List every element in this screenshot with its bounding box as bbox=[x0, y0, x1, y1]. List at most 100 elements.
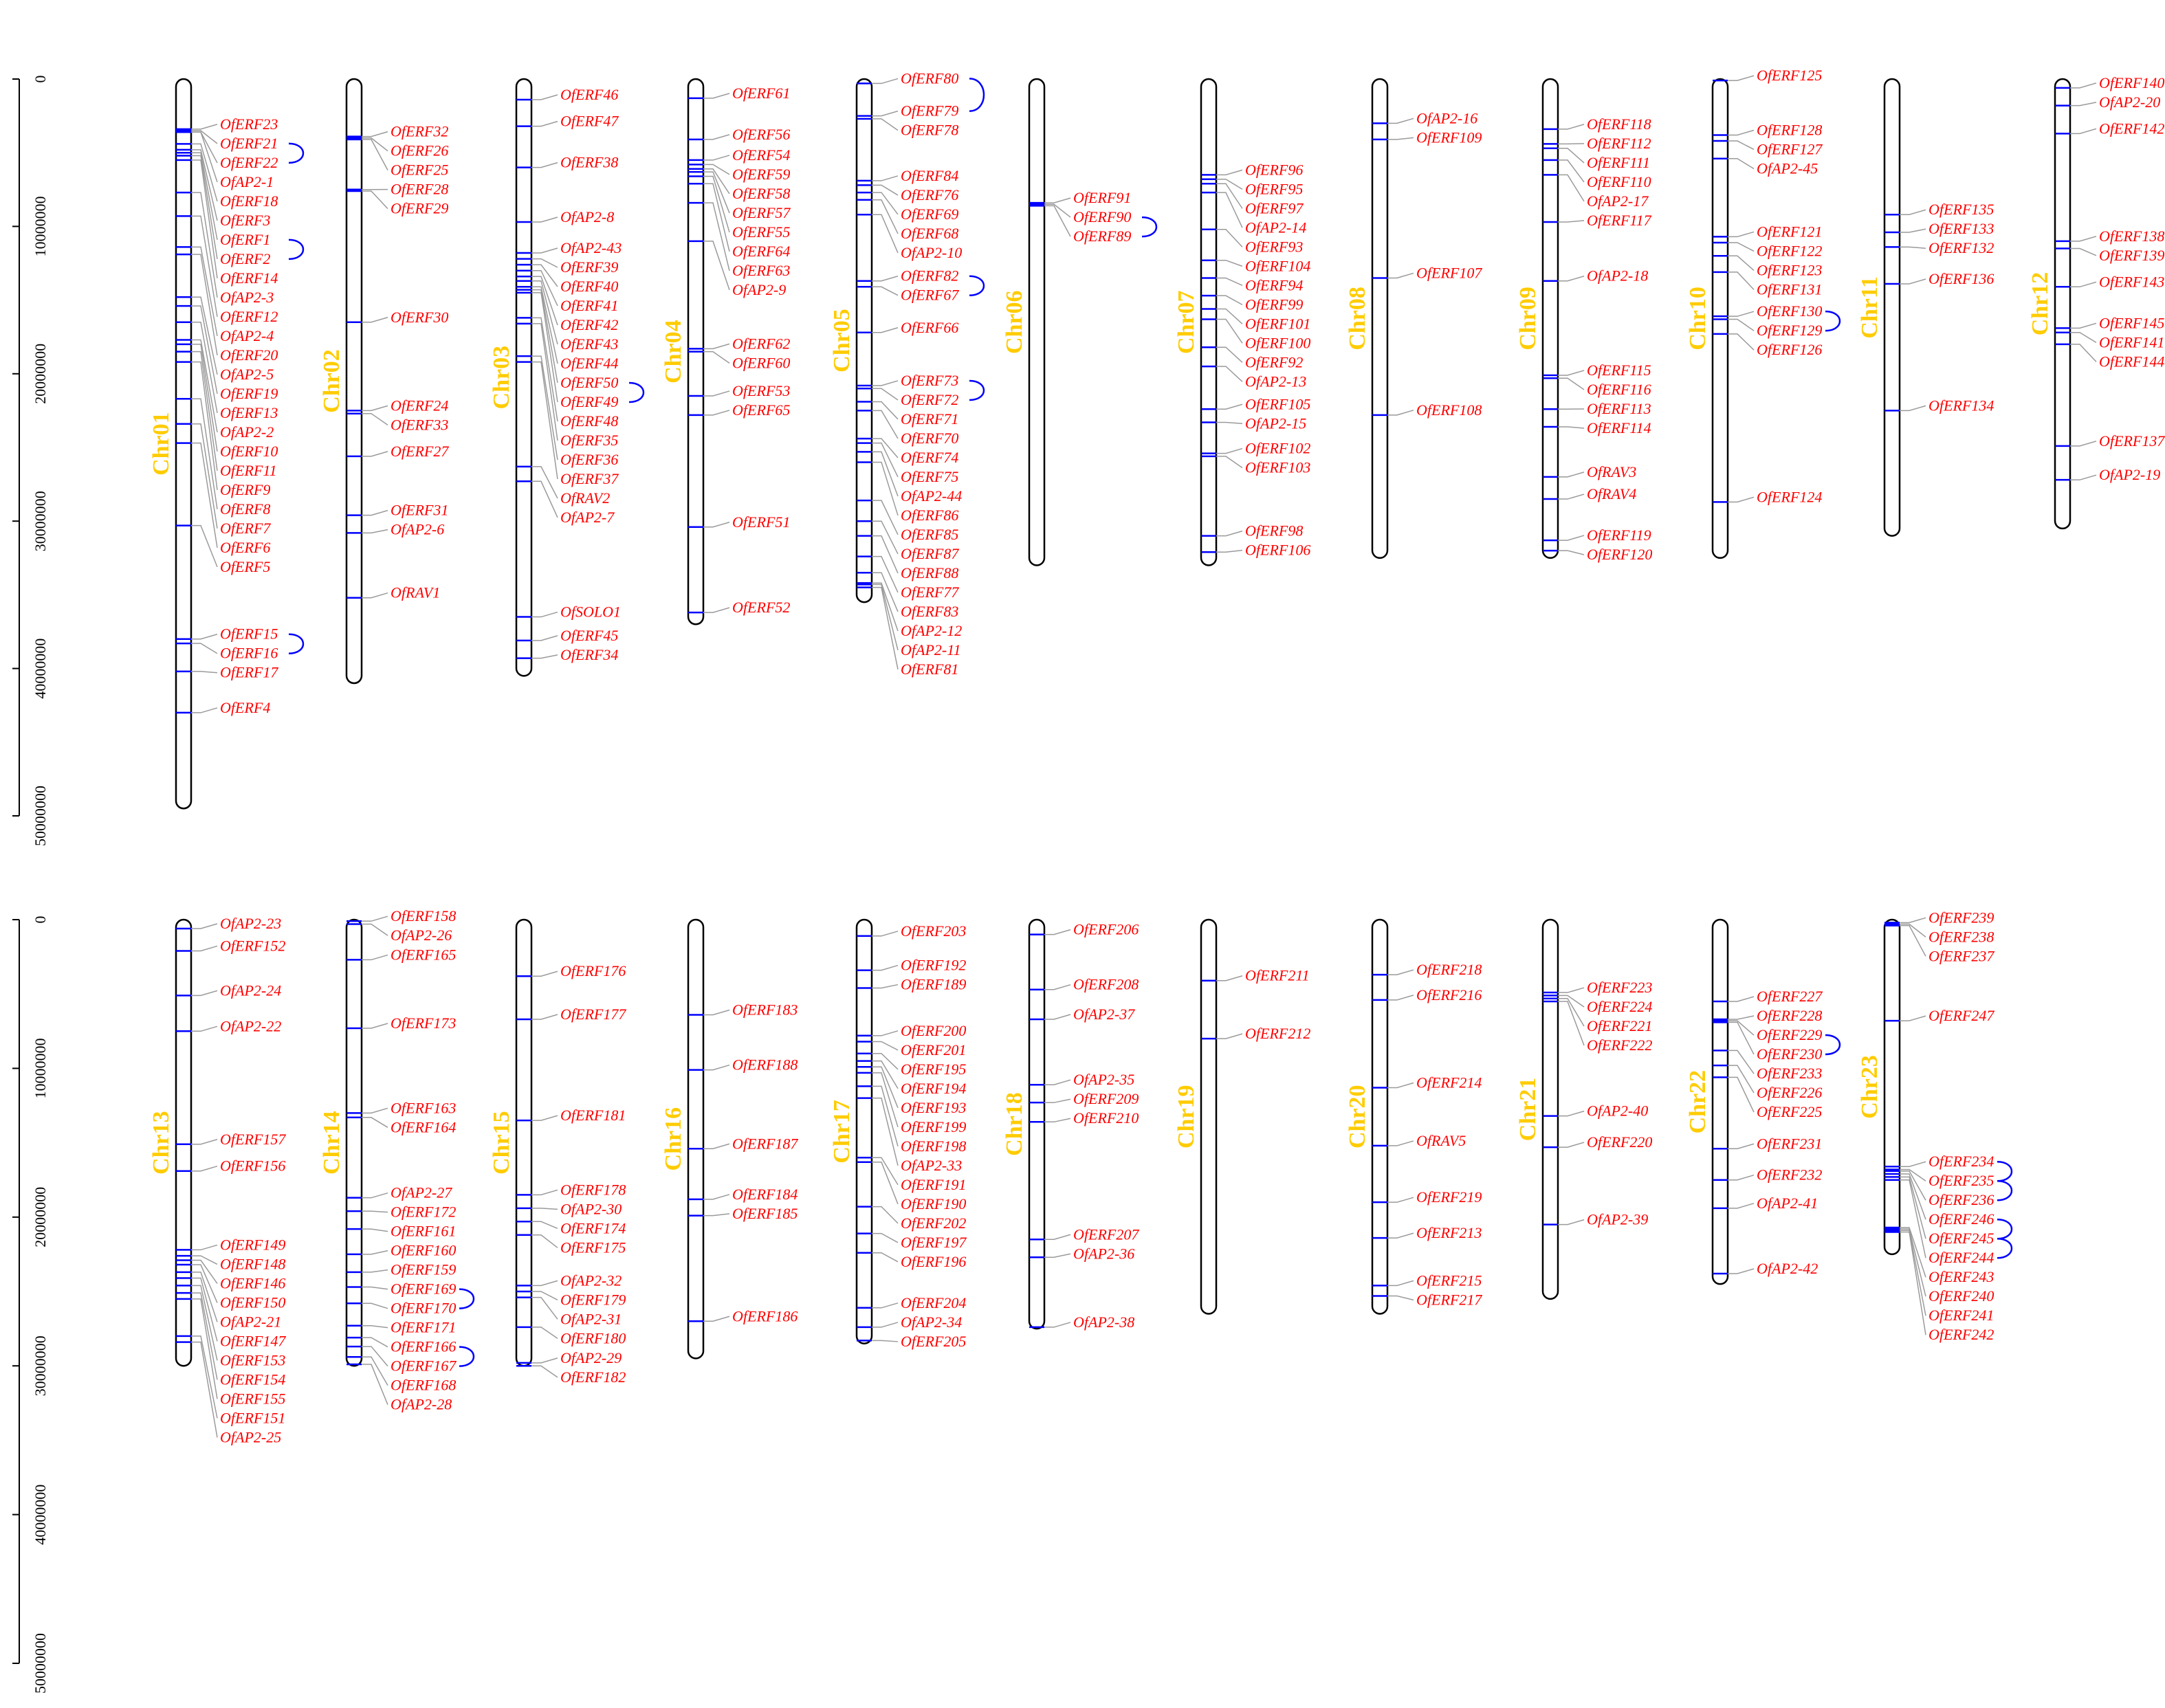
gene-label: OfERF144 bbox=[2099, 353, 2164, 370]
gene-connector bbox=[531, 1115, 558, 1121]
gene-connector bbox=[1728, 1174, 1755, 1181]
chromosome-chr21: Chr21 OfERF223 OfERF224 OfERF221 OfERF222 OfA… bbox=[1515, 918, 1652, 1300]
gene-label: OfERF109 bbox=[1416, 129, 1482, 146]
chromosome-name: Chr21 bbox=[1515, 1078, 1541, 1142]
gene-connector bbox=[531, 280, 558, 345]
gene-connector bbox=[703, 1194, 730, 1200]
gene-connector bbox=[1728, 1268, 1755, 1274]
gene-label: OfERF42 bbox=[560, 316, 618, 333]
gene-connector bbox=[531, 1234, 558, 1248]
gene-label: OfERF106 bbox=[1245, 542, 1310, 559]
gene-label: OfERF225 bbox=[1757, 1103, 1822, 1120]
gene-label: OfERF35 bbox=[560, 432, 618, 449]
gene-label: OfERF154 bbox=[220, 1371, 285, 1388]
chromosome-chr07: Chr07 OfERF96 OfERF95 OfERF97 OfAP2-14 OfERF9… bbox=[1174, 78, 1310, 566]
gene-label: OfERF113 bbox=[1587, 400, 1651, 417]
gene-label: OfERF82 bbox=[901, 267, 958, 285]
gene-connector bbox=[1728, 1050, 1755, 1074]
gene-connector bbox=[703, 390, 730, 397]
gene-label: OfERF201 bbox=[901, 1041, 966, 1058]
gene-label: OfERF29 bbox=[391, 200, 448, 217]
gene-label: OfERF47 bbox=[560, 113, 619, 130]
gene-label: OfERF111 bbox=[1587, 154, 1650, 171]
gene-label: OfERF114 bbox=[1587, 419, 1651, 436]
gene-connector bbox=[1558, 493, 1585, 500]
chromosome-chr09: Chr09 OfERF118 OfERF112 OfERF111 OfERF110 OfA… bbox=[1515, 78, 1652, 563]
chromosome-body bbox=[855, 918, 873, 1344]
gene-connector bbox=[703, 351, 730, 364]
gene-label: OfERF241 bbox=[1928, 1307, 1994, 1324]
gene-label: OfERF11 bbox=[220, 462, 277, 479]
chromosome-chr16: Chr16 OfERF183 OfERF188 OfERF187 OfERF184 OfE… bbox=[661, 918, 798, 1360]
gene-label: OfERF235 bbox=[1928, 1172, 1994, 1189]
gene-label: OfERF90 bbox=[1073, 208, 1131, 225]
chromosome-chr12: Chr12 OfERF140 OfAP2-20 OfERF142 OfERF138 OfE… bbox=[2027, 74, 2165, 530]
gene-label: OfERF238 bbox=[1928, 928, 1994, 945]
gene-connector bbox=[531, 1221, 558, 1230]
chromosome-body bbox=[1028, 918, 1046, 1330]
gene-connector bbox=[191, 159, 218, 278]
gene-label: OfERF46 bbox=[560, 86, 618, 103]
gene-connector bbox=[872, 1053, 899, 1070]
gene-label: OfERF30 bbox=[391, 309, 448, 326]
gene-label: OfERF166 bbox=[391, 1338, 456, 1355]
gene-label: OfERF26 bbox=[391, 142, 448, 159]
gene-label: OfERF197 bbox=[901, 1234, 967, 1251]
gene-connector bbox=[362, 1269, 388, 1273]
gene-connector bbox=[531, 480, 558, 518]
gene-label: OfERF207 bbox=[1073, 1225, 1139, 1243]
gene-label: OfERF227 bbox=[1757, 988, 1823, 1005]
gene-connector bbox=[872, 500, 899, 535]
gene-label: OfERF141 bbox=[2099, 333, 2164, 351]
gene-connector bbox=[531, 1014, 558, 1020]
gene-label: OfERF40 bbox=[560, 278, 618, 295]
chromosome-name: Chr14 bbox=[319, 1111, 344, 1175]
gene-label: OfERF196 bbox=[901, 1253, 966, 1270]
gene-label: OfERF1 bbox=[220, 231, 270, 248]
gene-connector bbox=[1387, 137, 1414, 140]
gene-label: OfERF4 bbox=[220, 699, 270, 716]
gene-connector bbox=[191, 945, 218, 952]
gene-connector bbox=[362, 1023, 388, 1029]
gene-connector bbox=[1900, 1231, 1926, 1335]
gene-label: OfERF97 bbox=[1245, 199, 1304, 217]
gene-connector bbox=[531, 635, 558, 641]
gene-connector bbox=[191, 1335, 218, 1419]
gene-label: OfERF181 bbox=[560, 1107, 626, 1124]
gene-connector bbox=[703, 202, 730, 271]
gene-connector bbox=[362, 954, 388, 961]
gene-connector bbox=[872, 388, 899, 401]
gene-label: OfRAV1 bbox=[391, 584, 440, 601]
gene-label: OfERF37 bbox=[560, 470, 619, 487]
gene-label: OfERF222 bbox=[1587, 1036, 1652, 1054]
chromosome-body bbox=[1541, 78, 1559, 559]
gene-label: OfERF75 bbox=[901, 468, 958, 485]
chromosome-chr03: Chr03 OfERF46 OfERF47 OfERF38 OfAP2-8 OfAP2-4… bbox=[489, 78, 645, 677]
gene-connector bbox=[1728, 75, 1755, 81]
gene-label: OfERF21 bbox=[220, 135, 278, 152]
chromosome-chr17: Chr17 OfERF203 OfERF192 OfERF189 OfERF200 OfE… bbox=[829, 918, 967, 1350]
gene-label: OfERF92 bbox=[1245, 353, 1303, 370]
gene-connector bbox=[1900, 1230, 1926, 1316]
gene-connector bbox=[2070, 332, 2097, 343]
gene-connector bbox=[1558, 472, 1585, 478]
gene-label: OfERF100 bbox=[1245, 334, 1310, 351]
gene-connector bbox=[191, 524, 218, 568]
gene-connector bbox=[1044, 929, 1071, 935]
gene-label: OfAP2-17 bbox=[1587, 192, 1649, 210]
gene-label: OfAP2-24 bbox=[220, 981, 281, 999]
gene-connector bbox=[191, 322, 218, 414]
gene-connector bbox=[2070, 281, 2097, 288]
gene-label: OfERF44 bbox=[560, 355, 618, 372]
gene-connector bbox=[1387, 1197, 1414, 1203]
gene-label: OfERF219 bbox=[1416, 1188, 1482, 1206]
scale-tick-label: 0 bbox=[32, 76, 49, 83]
gene-connector bbox=[362, 923, 388, 936]
gene-connector bbox=[1216, 308, 1243, 324]
chromosome-name: Chr18 bbox=[1002, 1092, 1027, 1156]
gene-connector bbox=[362, 1117, 388, 1128]
gene-connector bbox=[191, 398, 218, 510]
gene-label: OfERF199 bbox=[901, 1118, 966, 1135]
chromosome-body bbox=[2054, 78, 2071, 530]
gene-connector bbox=[1216, 366, 1243, 382]
